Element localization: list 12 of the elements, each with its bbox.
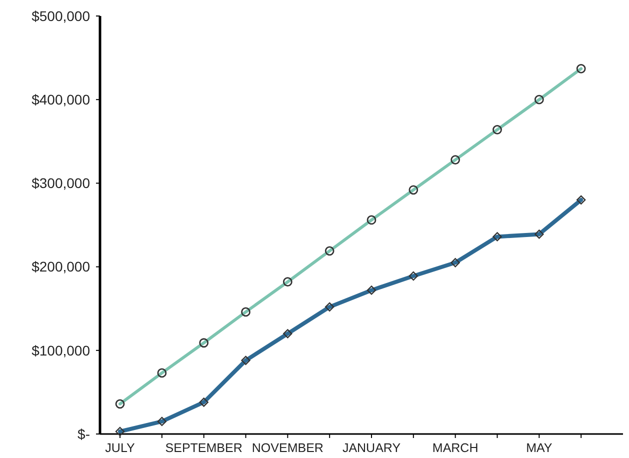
x-tick-label: MARCH bbox=[432, 441, 478, 455]
x-tick-label: SEPTEMBER bbox=[165, 441, 242, 455]
x-tick-label: JANUARY bbox=[342, 441, 402, 455]
y-tick-label: $200,000 bbox=[32, 258, 90, 275]
x-tick-label: JULY bbox=[105, 441, 136, 455]
y-tick-label: $300,000 bbox=[32, 175, 90, 192]
x-tick-label: MAY bbox=[526, 441, 553, 455]
y-tick-label: $400,000 bbox=[32, 92, 90, 108]
x-tick-label: NOVEMBER bbox=[252, 441, 324, 455]
y-tick-label: $100,000 bbox=[32, 342, 90, 358]
y-tick-label: $500,000 bbox=[32, 8, 90, 24]
y-tick-label: $- bbox=[78, 426, 90, 442]
